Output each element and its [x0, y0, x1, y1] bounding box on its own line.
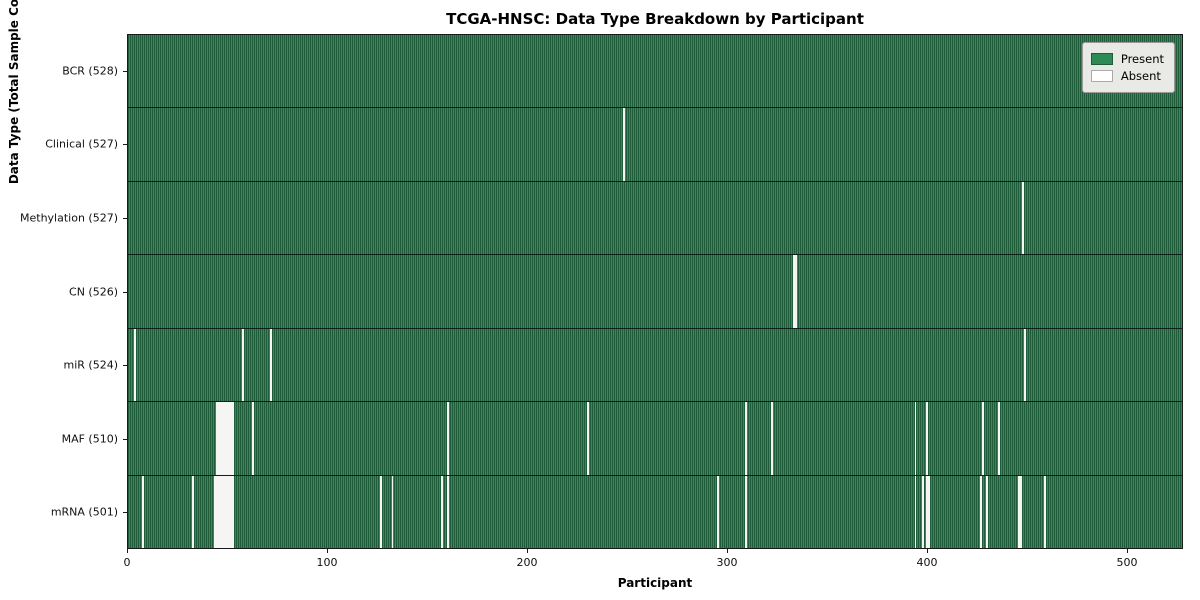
- y-tick-label: mRNA (501): [50, 505, 118, 519]
- y-axis-label-text: Data Type (Total Sample Count): [7, 0, 21, 185]
- absent-stripe: [219, 475, 222, 548]
- absent-stripe: [231, 402, 234, 475]
- legend: Present Absent: [1081, 42, 1175, 93]
- x-tick-mark: [527, 549, 528, 553]
- absent-stripe: [221, 402, 224, 475]
- heatmap-row-maf: [128, 402, 1182, 476]
- x-tick-mark: [1127, 549, 1128, 553]
- absent-stripe: [587, 402, 590, 475]
- absent-stripe: [744, 402, 747, 475]
- present-swatch-icon: [1090, 53, 1113, 65]
- heatmap-row-methylation: [128, 181, 1182, 256]
- y-tick-mark: [123, 291, 127, 293]
- x-tick-label: 400: [916, 556, 938, 569]
- absent-stripe: [219, 402, 222, 475]
- heatmap-row-mrna: [128, 475, 1182, 548]
- absent-stripe: [221, 475, 224, 548]
- y-tick-mark: [123, 365, 127, 367]
- absent-stripe: [141, 475, 144, 548]
- legend-item-present: Present: [1090, 52, 1164, 66]
- absent-stripe: [229, 402, 232, 475]
- y-tick-mark: [123, 144, 127, 146]
- chart-title: TCGA-HNSC: Data Type Breakdown by Partic…: [446, 10, 864, 28]
- absent-stripe: [770, 402, 773, 475]
- absent-stripe: [217, 402, 220, 475]
- absent-stripe: [379, 475, 382, 548]
- x-tick-label: 0: [123, 556, 131, 569]
- legend-label-absent: Absent: [1120, 69, 1161, 83]
- absent-stripe: [914, 475, 917, 548]
- legend-item-absent: Absent: [1090, 69, 1164, 83]
- absent-stripe: [980, 475, 983, 548]
- absent-stripe: [215, 475, 218, 548]
- absent-stripe: [133, 328, 136, 402]
- absent-stripe: [447, 475, 450, 548]
- absent-stripe: [1044, 475, 1047, 548]
- y-tick-label: MAF (510): [61, 432, 118, 446]
- y-tick-label: miR (524): [63, 358, 119, 372]
- absent-stripe: [229, 475, 232, 548]
- x-tick-label: 500: [1116, 556, 1138, 569]
- absent-swatch-icon: [1090, 70, 1113, 82]
- absent-stripe: [1018, 475, 1021, 548]
- absent-stripe: [1020, 475, 1023, 548]
- x-tick-label: 100: [316, 556, 338, 569]
- absent-stripe: [1024, 328, 1027, 402]
- absent-stripe: [227, 402, 230, 475]
- absent-stripe: [223, 475, 226, 548]
- legend-label-present: Present: [1120, 52, 1164, 66]
- y-tick-mark: [123, 70, 127, 72]
- absent-stripe: [1022, 181, 1025, 255]
- absent-stripe: [922, 475, 925, 548]
- y-tick-mark: [123, 512, 127, 514]
- x-tick-mark: [927, 549, 928, 553]
- y-tick-label: CN (526): [69, 285, 118, 298]
- absent-stripe: [716, 475, 719, 548]
- absent-stripe: [241, 328, 244, 402]
- absent-stripe: [986, 475, 989, 548]
- absent-stripe: [744, 475, 747, 548]
- absent-stripe: [217, 475, 220, 548]
- absent-stripe: [251, 402, 254, 475]
- absent-stripe: [928, 475, 931, 548]
- absent-stripe: [926, 475, 929, 548]
- x-axis-label: Participant: [617, 576, 693, 590]
- absent-stripe: [225, 402, 228, 475]
- absent-stripe: [223, 402, 226, 475]
- absent-stripe: [982, 402, 985, 475]
- absent-stripe: [441, 475, 444, 548]
- x-tick-mark: [127, 549, 128, 553]
- absent-stripe: [998, 402, 1001, 475]
- x-tick-mark: [727, 549, 728, 553]
- absent-stripe: [227, 475, 230, 548]
- absent-stripe: [215, 402, 218, 475]
- absent-stripe: [794, 255, 797, 328]
- y-tick-mark: [123, 438, 127, 440]
- x-tick-label: 200: [516, 556, 538, 569]
- absent-stripe: [225, 475, 228, 548]
- absent-stripe: [231, 475, 234, 548]
- y-tick-label: Methylation (527): [20, 211, 118, 225]
- y-tick-label: BCR (528): [62, 64, 118, 78]
- absent-stripe: [213, 475, 216, 548]
- absent-stripe: [914, 402, 917, 475]
- x-tick-mark: [327, 549, 328, 553]
- absent-stripe: [792, 255, 795, 328]
- absent-stripe: [269, 328, 272, 402]
- absent-stripe: [447, 402, 450, 475]
- heatmap-row-mir: [128, 328, 1182, 403]
- absent-stripe: [623, 108, 626, 181]
- absent-stripe: [926, 402, 929, 475]
- absent-stripe: [191, 475, 194, 548]
- plot-area: Present Absent: [127, 34, 1183, 549]
- heatmap-row-clinical: [128, 108, 1182, 182]
- y-tick-label: Clinical (527): [45, 137, 118, 151]
- heatmap-rows: [128, 35, 1182, 548]
- absent-stripe: [391, 475, 394, 548]
- y-tick-mark: [123, 217, 127, 219]
- heatmap-row-cn: [128, 255, 1182, 329]
- heatmap-row-bcr: [128, 35, 1182, 109]
- x-tick-label: 300: [716, 556, 738, 569]
